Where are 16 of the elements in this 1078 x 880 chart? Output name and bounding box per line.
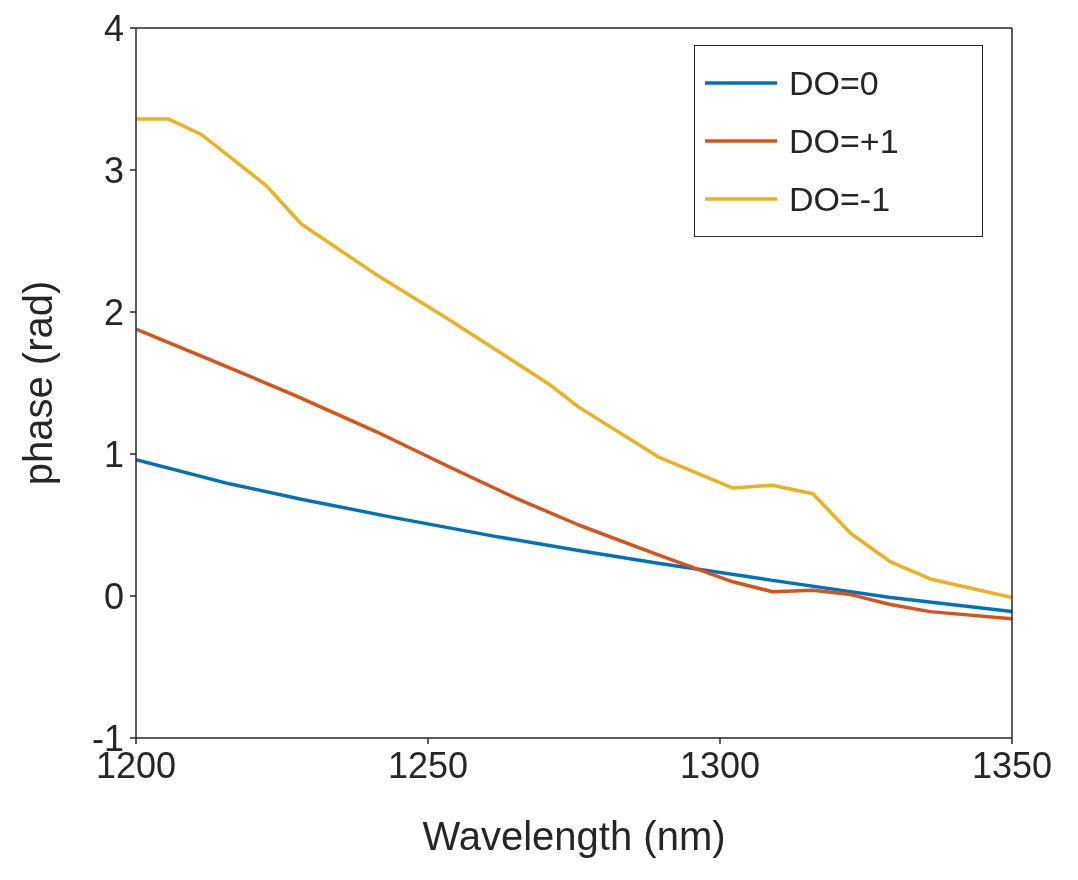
line-series [136, 457, 1012, 614]
legend-label: DO=+1 [789, 121, 899, 162]
x-tick-label: 1350 [971, 744, 1053, 786]
line-series [136, 327, 1012, 621]
x-tick-label: 1250 [387, 744, 469, 786]
y-tick-label: 4 [103, 7, 124, 49]
y-tick-label: 2 [103, 291, 124, 333]
legend-label: DO=-1 [789, 179, 891, 220]
x-tick-label: 1300 [679, 744, 761, 786]
legend-label: DO=0 [789, 63, 879, 104]
x-axis-title: Wavelength (nm) [422, 814, 726, 858]
line-series [136, 117, 1012, 600]
y-tick-label: 0 [103, 575, 124, 617]
y-tick-label: 3 [103, 149, 124, 191]
y-axis-title: phase (rad) [16, 280, 61, 486]
y-tick-label: 1 [103, 433, 124, 475]
